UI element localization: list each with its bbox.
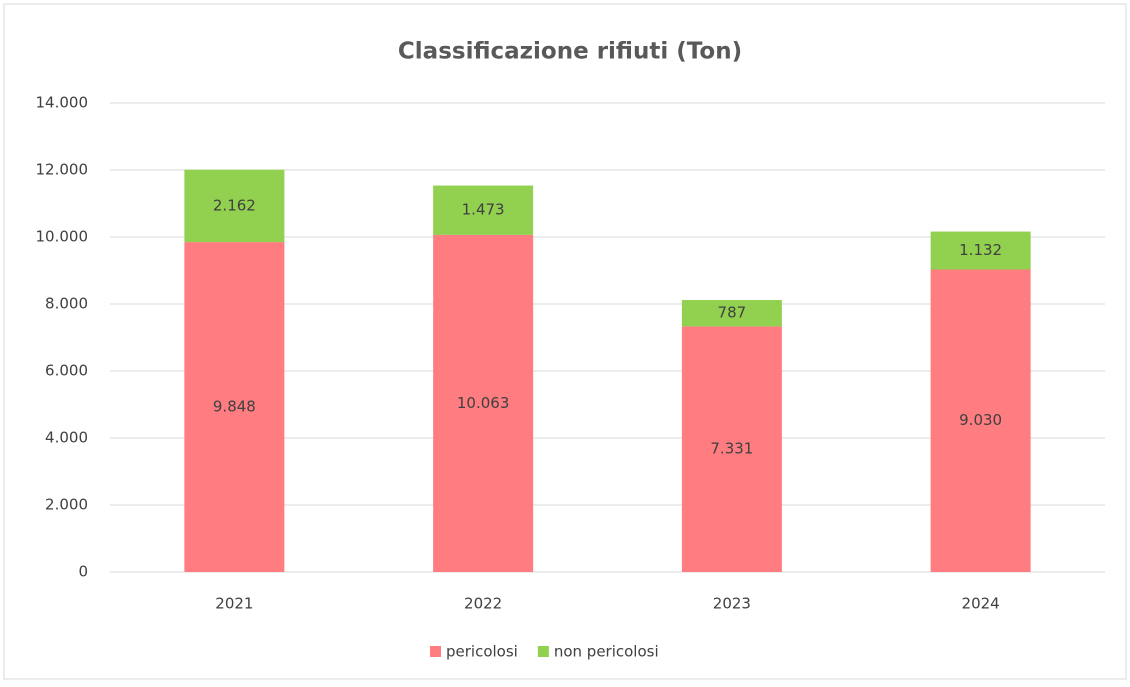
y-tick-label: 8.000	[45, 295, 88, 313]
data-label: 7.331	[710, 440, 753, 458]
data-label: 1.132	[959, 241, 1002, 259]
bar-segment	[184, 169, 285, 243]
bar-segment	[433, 234, 534, 572]
legend-label: pericolosi	[446, 643, 518, 661]
x-tick-label: 2022	[464, 595, 502, 613]
bar-segment	[930, 231, 1031, 270]
y-tick-label: 2.000	[45, 496, 88, 514]
y-tick-label: 12.000	[36, 161, 89, 179]
legend-swatch	[430, 646, 441, 657]
chart-title: Classificazione rifiuti (Ton)	[398, 39, 742, 65]
data-label: 787	[718, 304, 747, 322]
y-tick-label: 14.000	[36, 94, 89, 112]
bar-segment	[433, 185, 534, 235]
y-tick-label: 4.000	[45, 429, 88, 447]
bar-segment	[681, 326, 782, 572]
data-label: 10.063	[457, 394, 510, 412]
bar-segment	[184, 242, 285, 573]
y-tick-label: 6.000	[45, 362, 88, 380]
data-label: 2.162	[213, 196, 256, 214]
bar-segment	[681, 300, 782, 327]
data-label: 1.473	[462, 201, 505, 219]
data-label: 9.030	[959, 411, 1002, 429]
x-tick-label: 2024	[962, 595, 1000, 613]
data-label: 9.848	[213, 398, 256, 416]
y-tick-label: 0	[78, 563, 88, 581]
legend-label: non pericolosi	[554, 643, 659, 661]
x-tick-label: 2021	[215, 595, 253, 613]
y-tick-label: 10.000	[36, 228, 89, 246]
bar-segment	[930, 269, 1031, 572]
legend-swatch	[537, 646, 549, 657]
x-tick-label: 2023	[713, 595, 751, 613]
